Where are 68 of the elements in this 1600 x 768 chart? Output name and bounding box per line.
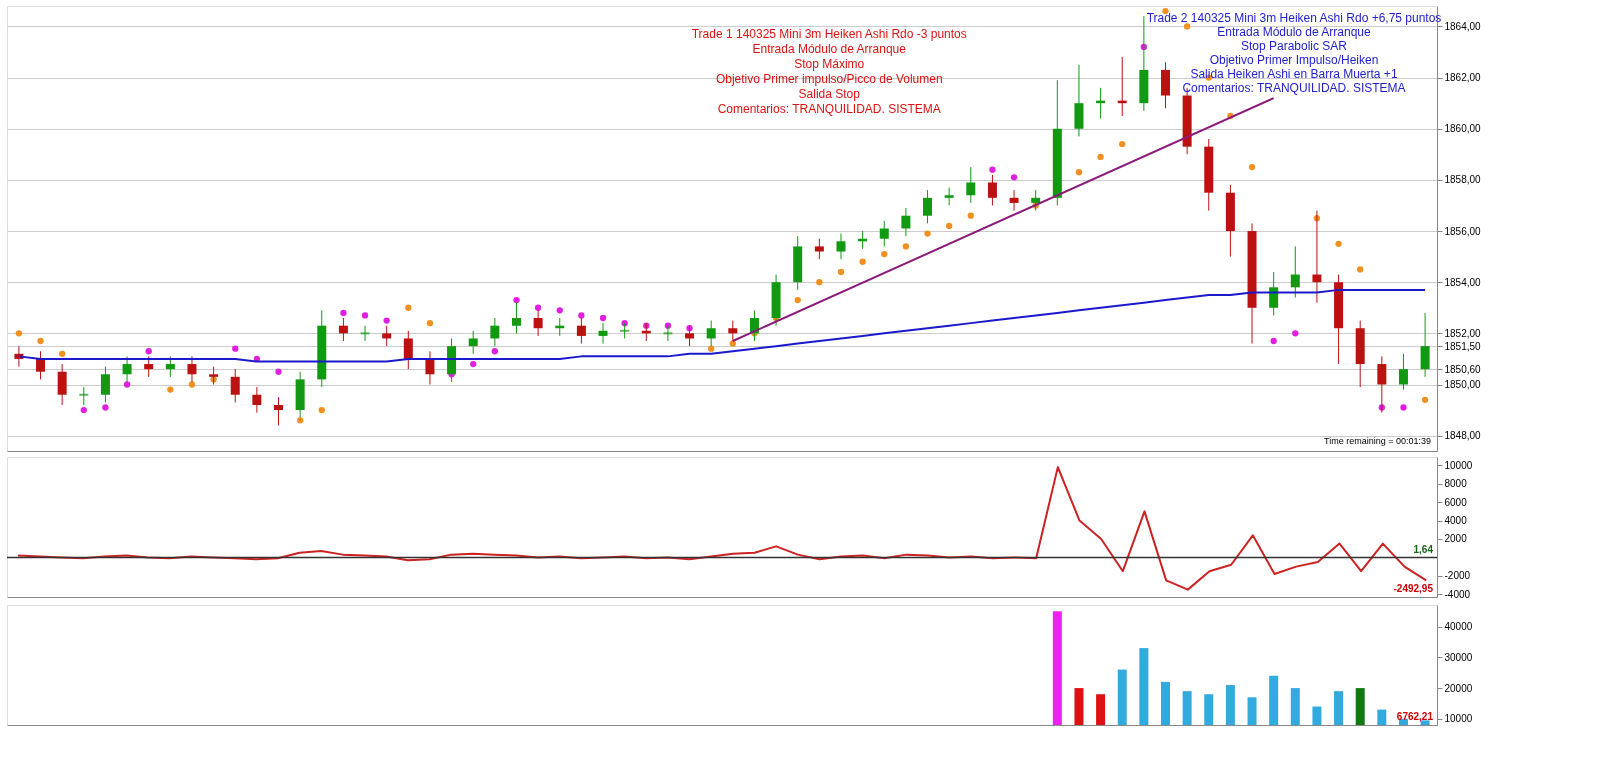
y-tick-label: 4000: [1444, 515, 1468, 527]
candlestick: [490, 317, 500, 347]
candlestick: [57, 363, 67, 406]
y-tick-label: 8000: [1444, 478, 1468, 490]
candlestick: [923, 189, 933, 224]
candlestick: [403, 330, 413, 370]
candlestick: [1420, 312, 1430, 378]
candlestick: [1398, 353, 1408, 391]
annotation: 6762,21: [1396, 711, 1434, 722]
candlestick: [987, 174, 997, 206]
candlestick: [1009, 189, 1019, 212]
candlestick: [360, 325, 370, 342]
candlestick: [144, 355, 154, 378]
candlestick: [230, 368, 240, 403]
y-tick-label: 1854,00: [1444, 276, 1482, 288]
candlestick: [836, 233, 846, 260]
candlestick: [468, 330, 478, 355]
annotation: Trade 1 140325 Mini 3m Heiken Ashi Rdo -3 puntos: [691, 27, 967, 41]
annotation: Objetivo Primer Impulso/Heiken: [1209, 53, 1379, 67]
candlestick: [338, 317, 348, 342]
candlestick: [663, 325, 673, 342]
y-tick-label: 1864,00: [1444, 20, 1482, 32]
y-tick-label: -2000: [1444, 570, 1471, 582]
y-tick-label: 1850,60: [1444, 363, 1482, 375]
y-tick-label: 2000: [1444, 533, 1468, 545]
y-tick-label: 40000: [1444, 621, 1473, 633]
annotation: Comentarios: TRANQUILIDAD. SISTEMA: [717, 102, 941, 116]
annotation: Trade 2 140325 Mini 3m Heiken Ashi Rdo +6,75 puntos: [1146, 11, 1442, 25]
y-tick-label: 10000: [1444, 459, 1473, 471]
y-tick-label: 1862,00: [1444, 72, 1482, 84]
candlestick: [814, 238, 824, 260]
y-tick-label: 1851,50: [1444, 340, 1482, 352]
candlestick: [425, 350, 435, 386]
candlestick: [165, 355, 175, 378]
candlestick: [274, 396, 284, 426]
candlestick: [382, 325, 392, 347]
y-tick-label: 20000: [1444, 682, 1473, 694]
annotation: Comentarios: TRANQUILIDAD. SISTEMA: [1182, 81, 1406, 95]
annotation: Stop Máximo: [794, 57, 865, 71]
candlestick: [966, 166, 976, 204]
annotation: Time remaining = 00:01:39: [1324, 436, 1431, 446]
y-tick-label: 1848,00: [1444, 430, 1482, 442]
y-tick-label: 1860,00: [1444, 123, 1482, 135]
candlestick: [36, 350, 46, 380]
annotation: Salida Stop: [798, 87, 861, 101]
annotation: Objetivo Primer impulso/Picco de Volumen: [715, 72, 943, 86]
candlestick: [879, 220, 889, 247]
candlestick: [252, 386, 262, 414]
y-tick-label: -4000: [1444, 588, 1471, 600]
candlestick: [901, 207, 911, 237]
y-tick-label: 6000: [1444, 496, 1468, 508]
annotation: Salida Heiken Ashi en Barra Muerta +1: [1190, 67, 1398, 81]
candlestick: [1290, 245, 1300, 299]
y-tick-label: 1858,00: [1444, 174, 1482, 186]
annotation: Entrada Módulo de Arranque: [1217, 25, 1372, 39]
annotation: -2492,95: [1393, 583, 1434, 594]
y-tick-label: 10000: [1444, 713, 1473, 725]
candlestick: [685, 325, 695, 347]
y-tick-label: 1850,00: [1444, 379, 1482, 391]
y-tick-label: 30000: [1444, 651, 1473, 663]
annotation: Entrada Módulo de Arranque: [752, 42, 907, 56]
y-tick-label: 1852,00: [1444, 327, 1482, 339]
candlestick: [598, 322, 608, 345]
annotation: Stop Parabolic SAR: [1240, 39, 1348, 53]
y-tick-label: 1856,00: [1444, 225, 1482, 237]
candlestick: [1269, 271, 1279, 316]
candlestick: [100, 366, 110, 403]
ref-line-label: 1,64: [1413, 544, 1434, 556]
